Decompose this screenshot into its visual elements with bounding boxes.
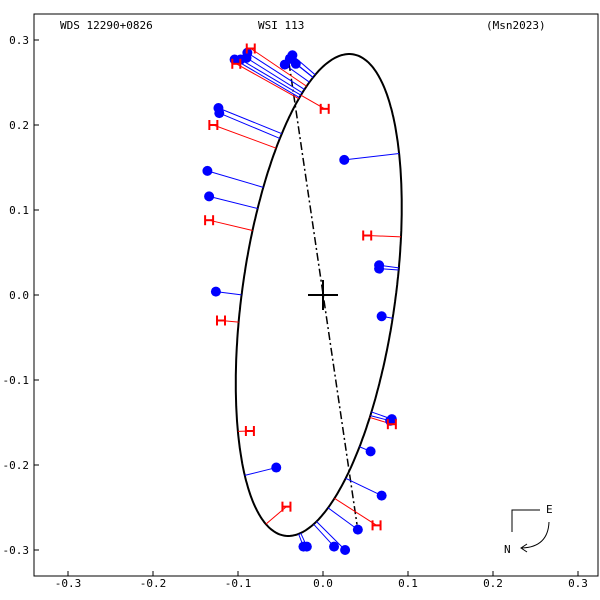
micrometer-point (371, 520, 382, 531)
residual-line (246, 57, 303, 94)
speckle-point (352, 524, 363, 535)
speckle-point (365, 446, 376, 457)
micrometer-point (244, 426, 255, 436)
y-tick-label: -0.2 (3, 459, 30, 472)
speckle-point (374, 263, 385, 274)
micrometer-point (245, 43, 256, 54)
speckle-point (214, 108, 225, 119)
header-center: WSI 113 (258, 19, 304, 32)
residual-line (344, 152, 400, 161)
micrometer-point (319, 103, 330, 114)
header-left: WDS 12290+0826 (60, 19, 153, 32)
residual-line (218, 107, 283, 135)
residual-line (316, 521, 346, 551)
rotation-arrow-icon (521, 521, 550, 549)
residual-line (208, 219, 253, 231)
y-tick-label: 0.0 (9, 289, 29, 302)
residual-line (313, 523, 335, 547)
primary-star-cross (308, 280, 338, 310)
x-tick-label: -0.3 (55, 577, 82, 590)
y-tick-label: -0.1 (3, 374, 30, 387)
residual-line (240, 59, 302, 96)
residual-line (292, 54, 316, 76)
residual-line (219, 112, 281, 139)
east-label: E (546, 503, 553, 516)
x-tick-label: -0.1 (225, 577, 252, 590)
micrometer-point (362, 230, 373, 241)
residual-line (247, 52, 305, 90)
micrometer-point (231, 58, 242, 69)
speckle-point (204, 191, 215, 202)
x-tick-label: 0.2 (483, 577, 503, 590)
residual-line (236, 63, 300, 100)
line-of-nodes (288, 62, 358, 525)
header-right: (Msn2023) (486, 19, 546, 32)
residual-line (367, 235, 402, 238)
residual-line (207, 170, 264, 188)
speckle-point (210, 286, 221, 297)
residual-line (334, 497, 377, 526)
speckle-point (279, 59, 290, 70)
residual-line (327, 507, 359, 531)
speckle-point (376, 490, 387, 501)
residual-lines (207, 48, 402, 551)
speckle-point (301, 541, 312, 552)
micrometer-point (281, 501, 292, 512)
residual-line (208, 195, 258, 210)
x-tick-label: -0.2 (140, 577, 167, 590)
residual-line (345, 477, 382, 497)
y-tick-label: 0.1 (9, 204, 29, 217)
y-tick-label: -0.3 (3, 544, 30, 557)
y-tick-label: 0.2 (9, 119, 29, 132)
x-tick-label: 0.1 (398, 577, 418, 590)
orientation-indicator: E N (504, 503, 553, 556)
orbit-ellipse (234, 53, 403, 537)
arrow-head-icon (520, 543, 528, 553)
north-label: N (504, 543, 511, 556)
residual-line (250, 48, 307, 87)
speckle-point (290, 58, 301, 69)
y-tick-label: 0.3 (9, 34, 29, 47)
axis-ticks: -0.3 -0.2 -0.1 0.0 0.1 0.2 0.3 0.3 0.2 0.1 0.0 -0.1… (3, 34, 588, 590)
micrometer-point (386, 419, 397, 430)
micrometer-point (204, 215, 215, 226)
data-marks (202, 43, 397, 555)
speckle-point (271, 462, 282, 473)
x-tick-label: 0.3 (568, 577, 588, 590)
speckle-point (339, 154, 350, 165)
micrometer-point (208, 120, 219, 130)
residual-line (284, 64, 310, 83)
residual-line (234, 59, 300, 98)
residual-line (244, 467, 277, 476)
micrometer-point (216, 315, 226, 326)
speckle-point (329, 541, 340, 552)
residual-line (213, 124, 277, 149)
x-tick-label: 0.0 (313, 577, 333, 590)
speckle-point (376, 311, 387, 322)
speckle-point (340, 545, 351, 555)
speckle-point (202, 165, 213, 176)
